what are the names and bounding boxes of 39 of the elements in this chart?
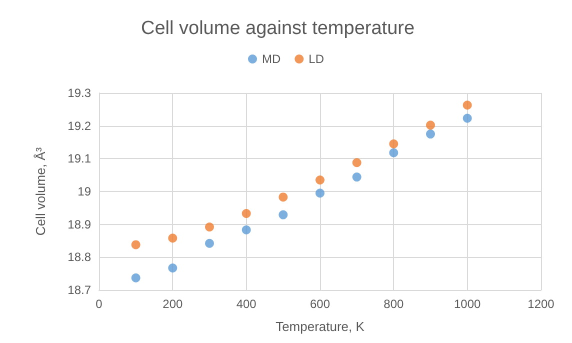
- y-tick-label: 18.7: [68, 283, 92, 297]
- point: [462, 100, 472, 110]
- y-tick-label: 19.2: [68, 118, 92, 133]
- point: [352, 158, 362, 168]
- chart-title: Cell volume against temperature: [141, 18, 415, 39]
- point: [352, 172, 362, 182]
- y-tick-label: 18.9: [68, 217, 92, 232]
- point: [131, 240, 140, 250]
- y-tick-label: 19.1: [68, 152, 92, 166]
- x-axis-title: Temperature, K: [276, 319, 365, 334]
- legend-label: LD: [308, 52, 324, 66]
- legend-label: MD: [262, 52, 281, 66]
- point: [389, 148, 398, 158]
- y-tick-label: 18.8: [68, 250, 92, 264]
- x-tick-label: 1200: [528, 297, 555, 311]
- point: [242, 225, 251, 234]
- x-tick-label: 800: [384, 297, 404, 311]
- point: [316, 176, 324, 185]
- point: [242, 209, 251, 218]
- point: [278, 192, 288, 202]
- point: [389, 139, 398, 148]
- x-tick-label: 600: [310, 297, 330, 311]
- x-tick-label: 400: [236, 297, 257, 311]
- point: [168, 264, 178, 272]
- y-axis-title: Cell volume, Å³: [33, 146, 48, 236]
- point: [426, 130, 435, 139]
- point: [131, 273, 140, 282]
- x-tick-label: 0: [96, 297, 103, 311]
- y-tick-label: 19: [78, 184, 92, 198]
- point: [278, 210, 288, 220]
- point: [168, 234, 178, 243]
- x-tick-label: 1000: [454, 297, 482, 311]
- y-tick-label: 19.3: [68, 86, 92, 100]
- x-tick-label: 200: [162, 297, 183, 311]
- point: [205, 238, 214, 248]
- point: [462, 114, 472, 123]
- point: [426, 120, 435, 130]
- point: [205, 222, 214, 232]
- point: [316, 188, 324, 198]
